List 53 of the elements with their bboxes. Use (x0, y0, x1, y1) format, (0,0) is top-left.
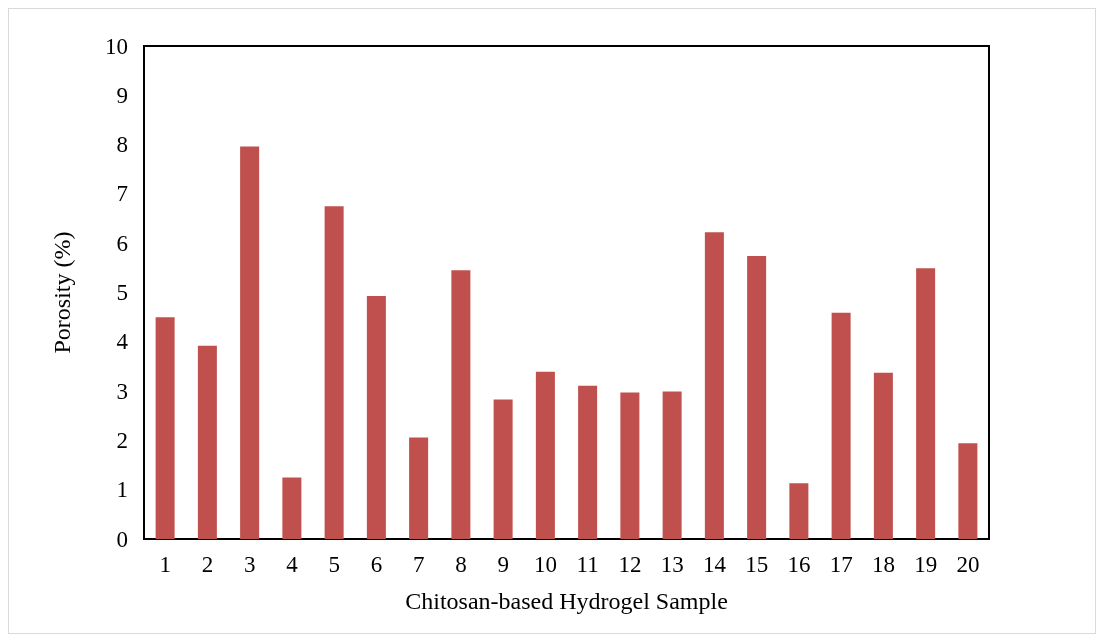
bar (873, 372, 893, 539)
x-tick-label: 3 (243, 552, 256, 577)
x-tick-label: 8 (455, 552, 467, 577)
bar (240, 146, 260, 539)
x-tick-label: 5 (328, 552, 340, 577)
bar (747, 256, 767, 539)
bar (789, 483, 809, 539)
x-tick-label: 6 (370, 552, 383, 577)
bar (324, 206, 344, 539)
bar (155, 317, 175, 539)
y-tick-label: 7 (116, 181, 128, 207)
x-tick-label: 17 (829, 552, 853, 577)
bar (958, 443, 978, 539)
bar (578, 385, 598, 539)
x-tick-label: 16 (787, 552, 811, 577)
y-tick-label: 9 (116, 82, 128, 108)
y-tick-label: 6 (116, 230, 128, 256)
x-tick-label: 14 (702, 552, 727, 577)
y-tick-label: 4 (116, 329, 129, 355)
bar (409, 437, 429, 539)
x-tick-label: 2 (201, 552, 214, 577)
y-tick-label: 1 (116, 477, 128, 503)
x-tick-label: 19 (914, 552, 938, 577)
x-tick-label: 4 (286, 552, 299, 577)
y-tick-label: 5 (116, 280, 128, 305)
bar (366, 295, 386, 539)
x-tick-label: 7 (412, 552, 425, 577)
x-tick-label: 15 (745, 552, 769, 577)
x-tick-label: 10 (533, 552, 557, 577)
y-tick-label: 2 (116, 427, 128, 453)
bar (831, 312, 851, 539)
y-tick-label: 0 (116, 526, 128, 552)
x-tick-label: 13 (660, 552, 684, 577)
x-axis-title: Chitosan-based Hydrogel Sample (405, 588, 728, 614)
bar (620, 392, 640, 539)
x-tick-label: 20 (956, 552, 980, 577)
bar (493, 399, 513, 539)
y-axis-title: Porosity (%) (49, 231, 75, 354)
bar (916, 268, 936, 539)
bar (451, 270, 471, 539)
x-tick-label: 9 (497, 552, 509, 577)
y-tick-label: 8 (116, 132, 128, 158)
bar (662, 391, 682, 539)
bar (535, 371, 555, 539)
x-tick-label: 18 (871, 552, 895, 577)
x-tick-label: 12 (618, 552, 642, 577)
bar (197, 345, 217, 539)
bar (282, 477, 302, 539)
y-tick-label: 10 (105, 33, 128, 59)
x-tick-label: 11 (576, 552, 599, 577)
x-tick-label: 1 (159, 552, 171, 577)
bar (704, 232, 724, 539)
y-tick-label: 3 (116, 378, 128, 404)
